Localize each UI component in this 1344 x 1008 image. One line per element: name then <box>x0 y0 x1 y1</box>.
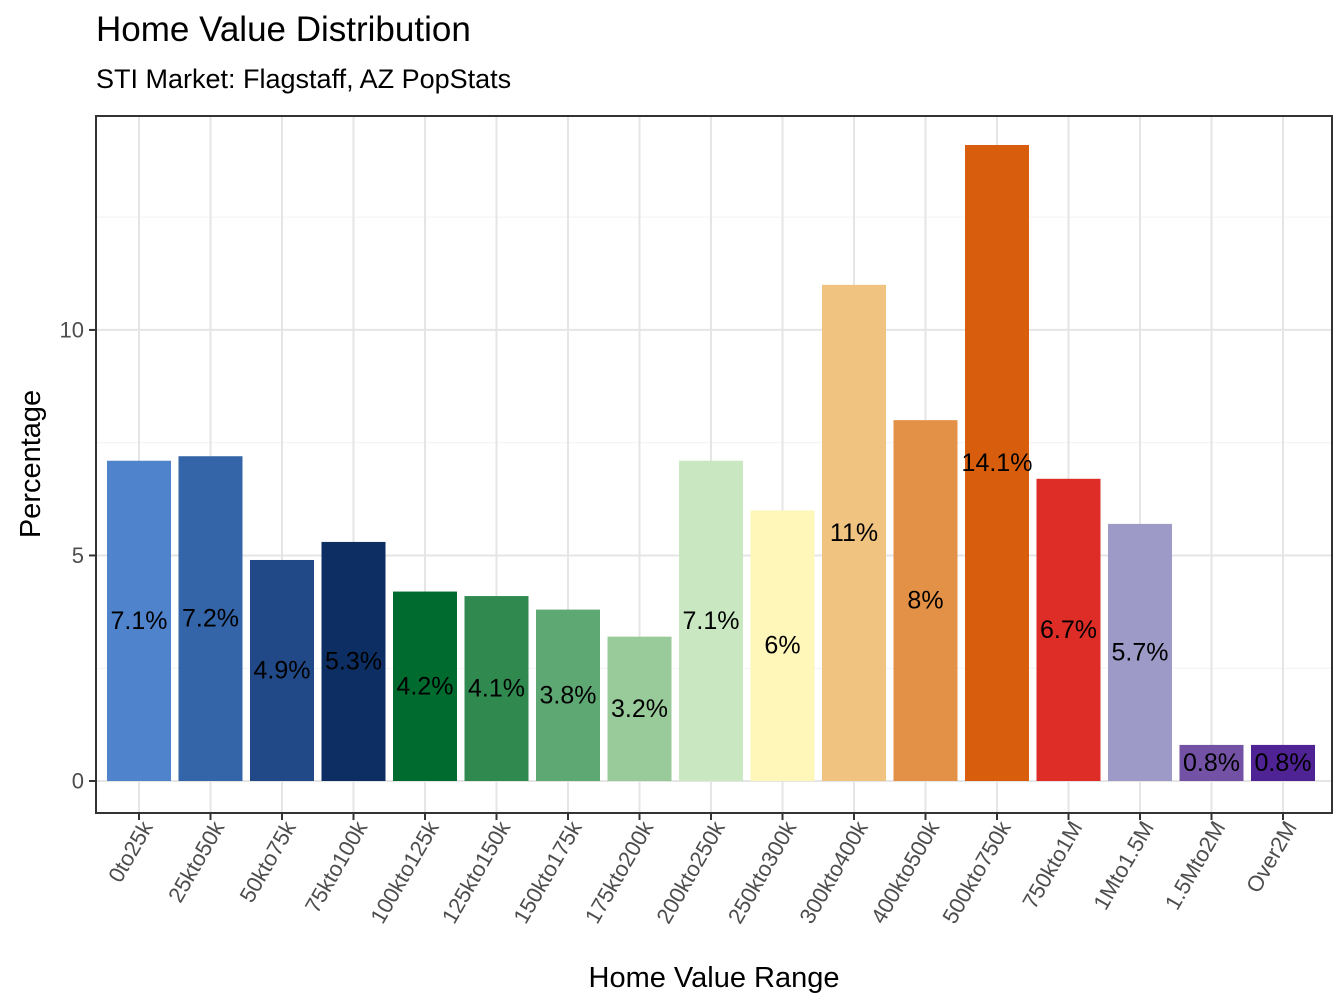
bar-value-label: 0.8% <box>1183 749 1240 777</box>
x-tick-label: 250kto300k <box>723 816 802 928</box>
bar-1Mto1.5M <box>1108 523 1172 781</box>
x-tick-label: 200kto250k <box>651 816 730 928</box>
x-tick-label: 500kto750k <box>937 816 1016 928</box>
x-axis-title: Home Value Range <box>589 962 840 994</box>
bar-value-label: 6% <box>764 632 800 660</box>
bar-Over2M <box>1251 744 1315 781</box>
bar-150kto175k <box>536 609 600 781</box>
x-tick-label: 300kto400k <box>794 816 873 928</box>
bar-125kto150k <box>464 596 529 781</box>
bar-value-label: 7.1% <box>683 607 740 635</box>
chart-subtitle: STI Market: Flagstaff, AZ PopStats <box>96 64 512 94</box>
x-tick-label: 50kto75k <box>235 816 302 907</box>
bar-value-label: 4.9% <box>254 656 311 684</box>
x-tick-label: 150kto175k <box>508 816 587 928</box>
bar-250kto300k <box>750 510 815 781</box>
bar-value-label: 6.7% <box>1040 616 1097 644</box>
bar-175kto200k <box>607 636 672 781</box>
bar-500kto750k <box>965 145 1029 781</box>
y-axis-title: Percentage <box>15 390 47 538</box>
x-tick-label: 400kto500k <box>866 816 945 928</box>
bar-labels: 7.1% 7.2% 4.9% 5.3% 4.2% 4.1% 3.8% 3.2% 7.1% 6% 11… <box>111 449 1312 777</box>
bar-1.5Mto2M <box>1179 744 1244 781</box>
bar-value-label: 0.8% <box>1255 749 1312 777</box>
x-tick-label: 175kto200k <box>580 816 659 928</box>
chart-title: Home Value Distribution <box>96 10 471 49</box>
x-tick-label: 1.5Mto2M <box>1160 817 1231 914</box>
bar-value-label: 4.2% <box>397 672 454 700</box>
x-tick-label: 25kto50k <box>163 816 230 907</box>
bar-50kto75k <box>250 559 314 781</box>
x-tick-label: 1Mto1.5M <box>1088 817 1159 914</box>
y-axis: 0 5 10 <box>60 317 96 794</box>
plot-panel-border <box>95 115 1333 814</box>
bar-value-label: 3.8% <box>540 681 597 709</box>
bar-750kto1M <box>1036 478 1101 781</box>
x-tick-label: Over2M <box>1241 817 1302 897</box>
bar-200kto250k <box>679 460 743 781</box>
x-tick-label: 100kto125k <box>365 816 444 928</box>
x-tick-label: 0to25k <box>103 816 158 887</box>
bar-value-label: 3.2% <box>611 695 668 723</box>
x-tick-label: 750kto1M <box>1017 817 1087 913</box>
bar-0to25k <box>107 460 171 781</box>
bar-value-label: 11% <box>830 519 878 547</box>
x-tick-label: 125kto150k <box>437 816 516 928</box>
bar-value-label: 5.7% <box>1112 638 1169 666</box>
x-tick-label: 75kto100k <box>300 816 373 917</box>
bars <box>107 145 1315 781</box>
bar-300kto400k <box>822 284 886 781</box>
bar-value-label: 7.2% <box>182 605 239 633</box>
bar-25kto50k <box>178 456 243 781</box>
bar-value-label: 14.1% <box>962 449 1033 477</box>
bar-value-label: 8% <box>907 587 943 615</box>
x-axis: 0to25k 25kto50k 50kto75k 75kto100k100kto125… <box>103 813 1302 928</box>
bar-value-label: 7.1% <box>111 607 168 635</box>
bar-value-label: 5.3% <box>325 647 382 675</box>
y-tick-label: 10 <box>60 317 84 342</box>
y-tick-label: 0 <box>72 769 84 794</box>
bar-75kto100k <box>321 541 386 781</box>
bar-400kto500k <box>893 420 958 781</box>
bar-value-label: 4.1% <box>468 675 525 703</box>
y-tick-label: 5 <box>72 543 84 568</box>
bar-100kto125k <box>393 591 457 781</box>
